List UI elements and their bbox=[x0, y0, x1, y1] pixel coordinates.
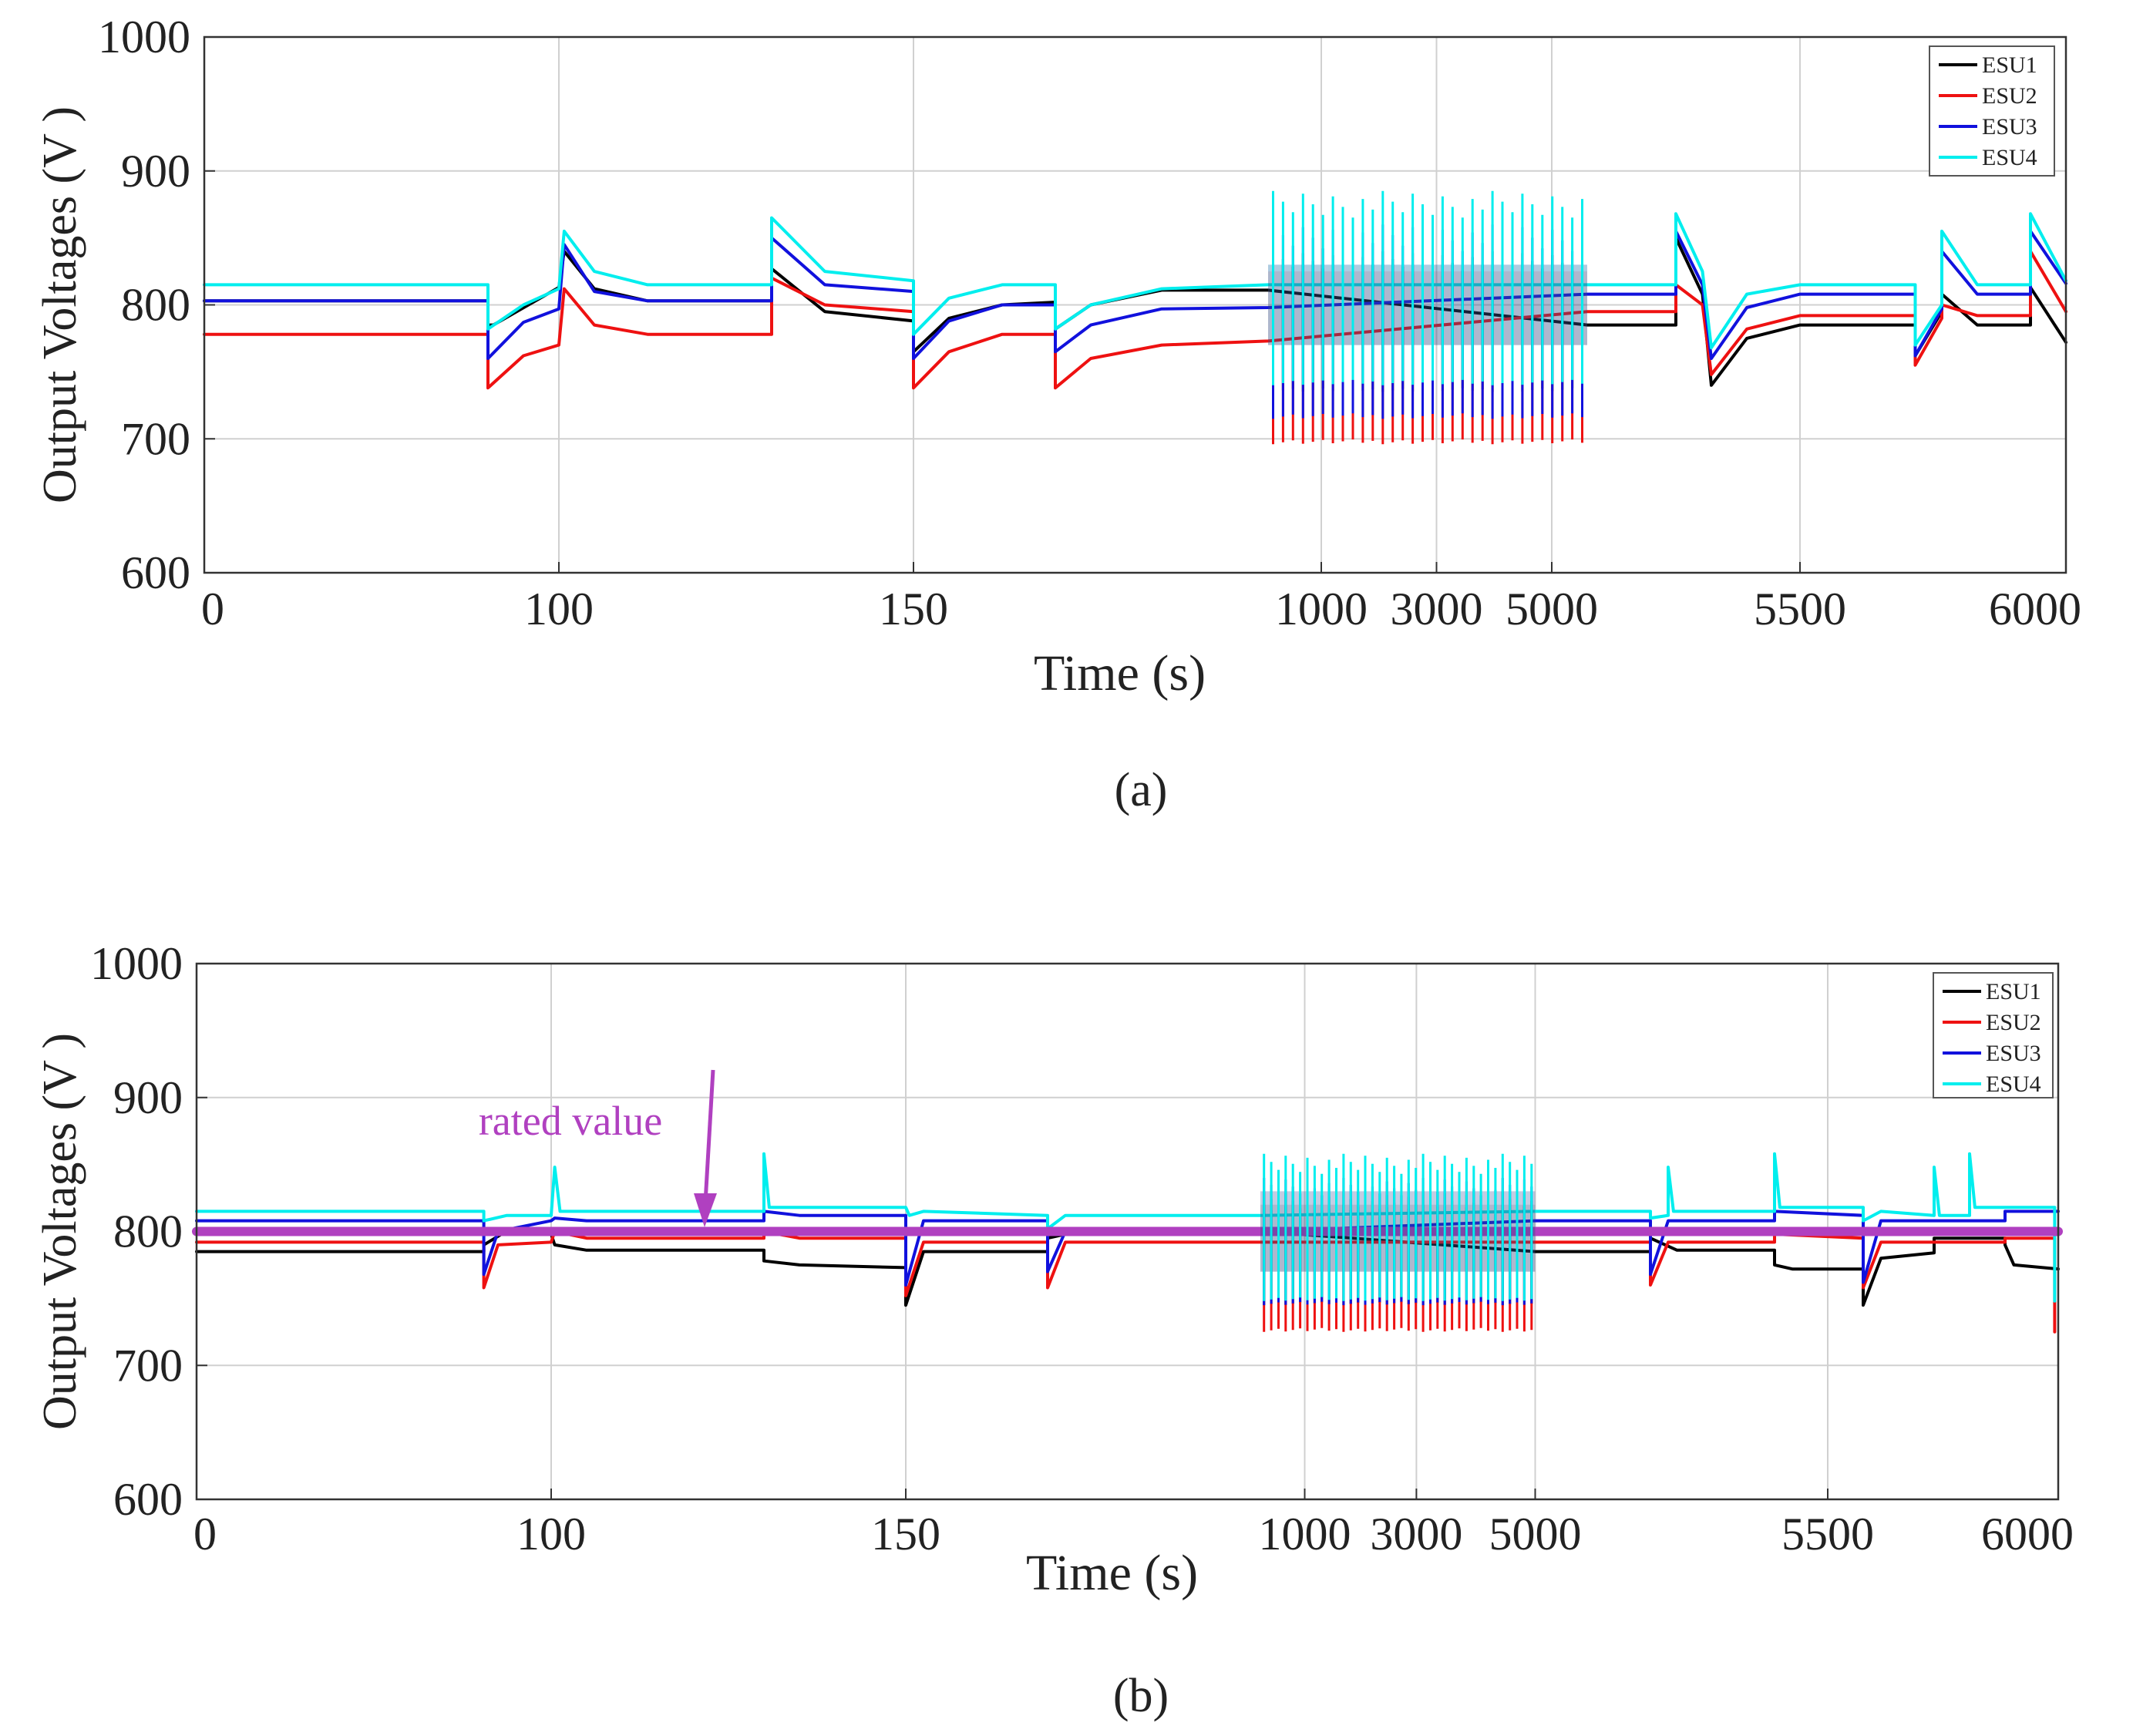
x-tick-label: 5000 bbox=[1489, 1509, 1582, 1559]
burst-band-esu1 bbox=[1260, 1204, 1536, 1272]
axes-frame bbox=[195, 962, 2060, 1501]
series-line-esu3 bbox=[203, 229, 2067, 360]
burst-band-esu2 bbox=[1268, 271, 1587, 345]
burst-band-esu4 bbox=[1268, 264, 1587, 345]
series-line-esu4 bbox=[203, 212, 2067, 350]
y-tick-label: 600 bbox=[121, 547, 190, 598]
x-tick-label: 100 bbox=[516, 1509, 586, 1559]
x-tick-label: 1000 bbox=[1259, 1509, 1351, 1559]
burst-spikes-esu4 bbox=[1272, 190, 1583, 385]
series-line-esu4 bbox=[195, 1152, 2057, 1303]
y-axis-label: Output Voltages (V ) bbox=[34, 1033, 86, 1430]
x-tick-label: 5500 bbox=[1754, 584, 1846, 634]
series-line-esu2 bbox=[203, 250, 2067, 390]
x-tick-label: 3000 bbox=[1391, 584, 1483, 634]
x-tick-label: 5000 bbox=[1506, 584, 1598, 634]
x-tick-label: 3000 bbox=[1370, 1509, 1462, 1559]
legend-label: ESU1 bbox=[1982, 52, 2037, 78]
legend: ESU1 ESU2 ESU3 ESU4 bbox=[1929, 45, 2055, 177]
x-tick-label: 0 bbox=[201, 584, 224, 634]
x-tick-label: 100 bbox=[524, 584, 594, 634]
y-tick-label: 900 bbox=[113, 1072, 183, 1123]
legend-label: ESU4 bbox=[1982, 145, 2037, 170]
x-tick-label: 6000 bbox=[1989, 584, 2081, 634]
x-axis-label: Time (s) bbox=[1026, 1545, 1198, 1601]
burst-band-esu3 bbox=[1260, 1191, 1536, 1272]
x-tick-label: 150 bbox=[879, 584, 948, 634]
x-axis-label: Time (s) bbox=[1034, 645, 1206, 701]
y-tick-label: 700 bbox=[113, 1340, 183, 1391]
y-tick-label: 600 bbox=[113, 1474, 183, 1525]
burst-spikes-esu4 bbox=[1263, 1153, 1533, 1301]
burst-band-esu3 bbox=[1268, 264, 1587, 345]
y-tick-label: 800 bbox=[121, 280, 190, 331]
y-tick-label: 1000 bbox=[98, 12, 190, 62]
panel-b-chart: 600 700 800 900 1000 0 100 150 1000 3000 5000 5500 6… bbox=[34, 938, 2074, 1722]
y-axis-label: Output Voltages (V ) bbox=[34, 106, 86, 503]
y-tick-label: 800 bbox=[113, 1206, 183, 1257]
legend-label: ESU4 bbox=[1986, 1072, 2041, 1097]
y-tick-label: 900 bbox=[121, 146, 190, 197]
panel-label: (b) bbox=[1113, 1670, 1169, 1722]
rated-value-label: rated value bbox=[479, 1098, 662, 1144]
legend: ESU1 ESU2 ESU3 ESU4 bbox=[1933, 972, 2054, 1098]
x-tick-label: 150 bbox=[871, 1509, 940, 1559]
legend-box bbox=[1929, 45, 2055, 177]
legend-label: ESU3 bbox=[1986, 1041, 2041, 1066]
rated-value-arrowhead bbox=[694, 1193, 717, 1227]
panel-label: (a) bbox=[1115, 764, 1168, 816]
legend-label: ESU1 bbox=[1986, 979, 2041, 1004]
panel-a-chart: 600 700 800 900 1000 0 100 150 1000 3000 5000 5500 6… bbox=[34, 12, 2081, 816]
legend-label: ESU3 bbox=[1982, 114, 2037, 140]
legend-box bbox=[1933, 972, 2054, 1098]
legend-label: ESU2 bbox=[1982, 83, 2037, 109]
x-tick-label: 0 bbox=[193, 1509, 217, 1559]
axes-frame bbox=[203, 35, 2067, 574]
y-tick-label: 700 bbox=[121, 413, 190, 464]
x-tick-label: 5500 bbox=[1781, 1509, 1874, 1559]
burst-band-esu1 bbox=[1268, 264, 1587, 345]
x-tick-label: 1000 bbox=[1275, 584, 1368, 634]
burst-band-esu4 bbox=[1260, 1191, 1536, 1272]
rated-value-arrow-shaft bbox=[703, 1069, 715, 1203]
legend-label: ESU2 bbox=[1986, 1010, 2041, 1035]
rated-value-annotation: rated value bbox=[479, 1069, 717, 1227]
y-tick-label: 1000 bbox=[90, 938, 183, 989]
burst-band-esu2 bbox=[1260, 1191, 1536, 1272]
x-tick-label: 6000 bbox=[1981, 1509, 2074, 1559]
